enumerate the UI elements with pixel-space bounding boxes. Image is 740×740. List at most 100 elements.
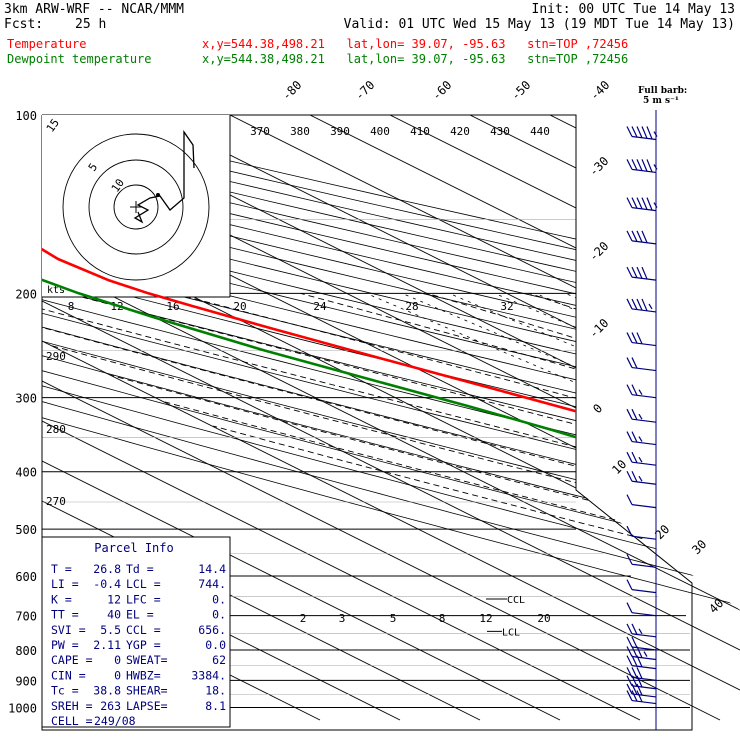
parcel-field-label: SREH = — [51, 699, 93, 713]
barb-half-flag — [643, 651, 648, 657]
barb-flag — [626, 298, 633, 310]
pressure-label: 600 — [15, 570, 37, 584]
barb-flag — [641, 298, 648, 311]
barb-flag — [626, 470, 633, 482]
dry-adiabat-line — [42, 115, 740, 721]
parcel-field-label: PW = — [51, 638, 79, 652]
isotherm-line — [42, 115, 561, 721]
barb-flag — [636, 197, 643, 210]
barb-half-flag — [653, 202, 658, 208]
barb-staff — [631, 699, 657, 705]
hodograph-trace — [133, 129, 195, 224]
wind-barb — [626, 646, 657, 661]
barb-staff — [631, 612, 657, 617]
mixing-ratio-label: 8 — [68, 300, 75, 313]
pressure-label: 700 — [15, 610, 37, 624]
barb-flag — [636, 230, 643, 243]
barb-flag — [626, 451, 633, 463]
barb-flag — [626, 494, 633, 505]
parcel-field-label: CCL = — [126, 623, 161, 637]
wind-barb — [626, 655, 657, 670]
storm-motion-marker — [156, 193, 160, 197]
wind-barb — [626, 579, 657, 594]
isotherm-line — [309, 115, 740, 721]
barb-flag — [626, 636, 633, 648]
barb-half-flag — [638, 389, 643, 395]
wind-barb — [626, 525, 657, 540]
hodograph-ring-label: 15 — [44, 116, 62, 134]
barb-flag — [631, 683, 638, 695]
barb-flag — [631, 690, 638, 702]
plot-border — [41, 114, 693, 731]
parcel-field-value: 38.8 — [93, 684, 121, 698]
barb-flag — [631, 451, 638, 464]
barb-flag — [626, 431, 633, 442]
parcel-field-value: 0.0 — [205, 638, 226, 652]
model-title: 3km ARW-WRF -- NCAR/MMM — [4, 2, 185, 17]
theta-label: 370 — [250, 125, 270, 138]
barb-flag — [636, 683, 643, 696]
parcel-box — [41, 536, 231, 728]
dry-adiabat-line — [42, 115, 740, 721]
barb-flag — [646, 126, 653, 140]
temperature-legend: Temperature — [7, 37, 87, 51]
wind-barb — [626, 470, 657, 485]
barb-flag — [626, 525, 633, 537]
barb-half-flag — [653, 164, 658, 170]
barb-staff — [631, 308, 657, 313]
wind-barb — [626, 384, 657, 399]
barb-flag — [631, 384, 638, 396]
wind-barb — [626, 667, 657, 681]
parcel-field-label: CAPE = — [51, 653, 93, 667]
dry-adiabat-line — [42, 115, 740, 721]
theta-label: 430 — [490, 125, 510, 138]
barb-staff — [631, 341, 657, 347]
barb-flag — [636, 266, 643, 279]
parcel-field-value: 0 — [114, 668, 121, 682]
barb-flag — [636, 667, 643, 679]
dewpoint-trace — [42, 115, 740, 705]
theta-label: 390 — [330, 125, 350, 138]
barb-flag — [631, 431, 638, 443]
dry-adiabat-line — [42, 115, 740, 721]
dewpoint-legend: Dewpoint temperature — [7, 52, 152, 66]
wind-barb — [626, 332, 657, 347]
barb-flag — [626, 408, 633, 420]
barb-flag — [631, 636, 638, 648]
parcel-field-value: 744. — [198, 577, 226, 591]
barb-flag — [626, 675, 633, 687]
barb-staff — [631, 685, 657, 690]
theta-label: 380 — [290, 125, 310, 138]
barb-staff — [631, 394, 657, 399]
barb-flag — [636, 159, 643, 171]
theta-label: 290 — [46, 350, 66, 363]
barb-flag — [626, 667, 633, 678]
isotherm-line — [149, 115, 740, 721]
barb-flag — [626, 646, 633, 657]
moist-adiabat-line — [42, 311, 740, 721]
parcel-field-label: LCL = — [126, 577, 161, 591]
barb-staff — [631, 535, 657, 540]
barb-flag — [626, 602, 633, 613]
mixing-ratio-label: 28 — [405, 300, 418, 313]
parcel-field-label: LFC = — [126, 592, 161, 606]
barb-flag — [631, 197, 638, 209]
pressure-label: 900 — [15, 674, 37, 688]
barb-flag — [626, 159, 633, 170]
wind-barb-column — [626, 110, 658, 730]
theta-label: 280 — [46, 423, 66, 436]
parcel-field-label: CIN = — [51, 668, 86, 682]
mixing-ratio-label: 20 — [233, 300, 246, 313]
parcel-field-value: 5.5 — [100, 623, 121, 637]
barb-flag — [641, 230, 648, 243]
isotherm-line — [42, 115, 481, 721]
parcel-field-label: SWEAT= — [126, 653, 168, 667]
barb-half-flag — [638, 456, 643, 463]
pressure-label: 300 — [15, 392, 37, 406]
barb-flag — [626, 332, 633, 343]
temperature-trace — [42, 115, 740, 705]
barb-staff — [631, 440, 657, 446]
wind-barb — [626, 690, 657, 705]
barb-flag — [626, 126, 633, 137]
